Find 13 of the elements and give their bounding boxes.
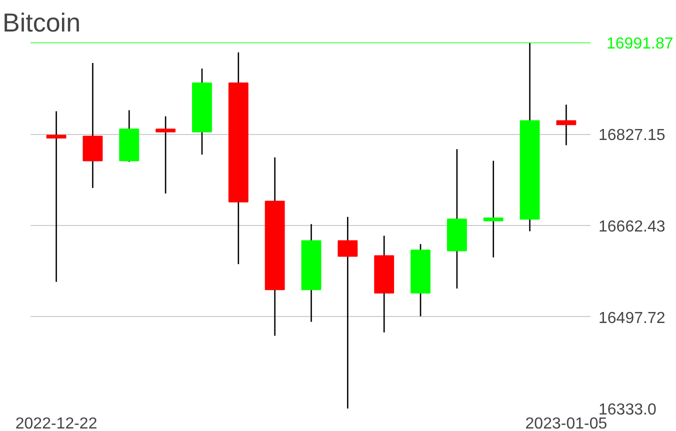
candlestick xyxy=(483,160,504,258)
candlestick xyxy=(556,104,576,146)
y-tick-label: 16333.0 xyxy=(598,402,656,418)
candlestick xyxy=(338,216,358,408)
ref-line-label: 16991.87 xyxy=(606,36,674,52)
x-tick-label: 2022-12-22 xyxy=(15,416,98,431)
candlestick xyxy=(46,110,66,282)
candlestick xyxy=(156,116,176,194)
y-tick-label: 16662.43 xyxy=(598,218,666,236)
y-tick-label: 16497.72 xyxy=(598,310,666,327)
x-tick-label: 2023-01-05 xyxy=(525,416,608,431)
chart-title: Bitcoin xyxy=(2,8,81,38)
y-tick-label: 16827.15 xyxy=(598,127,666,144)
